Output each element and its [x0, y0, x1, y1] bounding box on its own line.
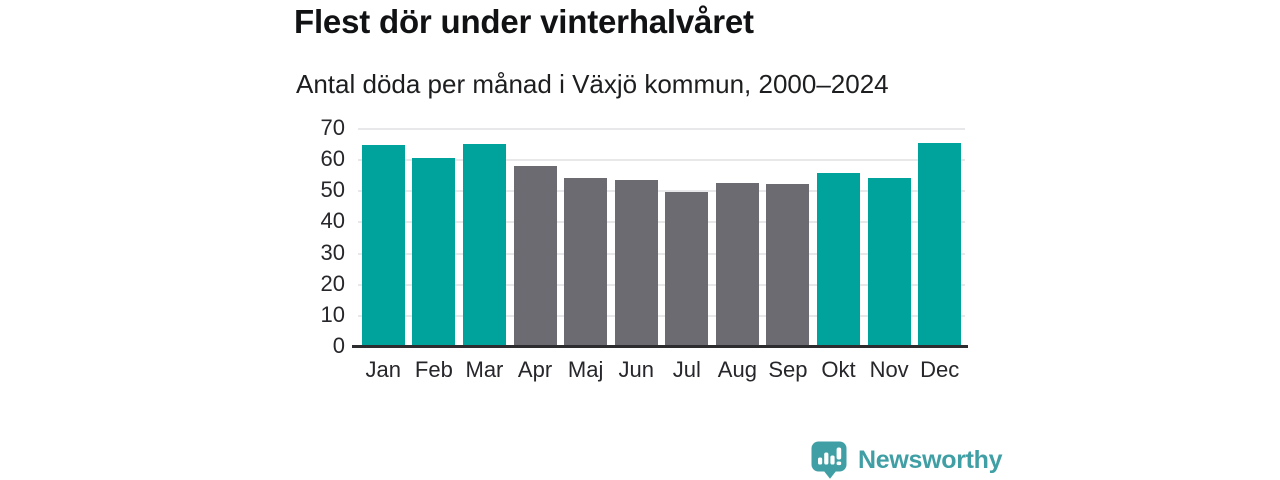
x-tick-label-jul: Jul	[672, 357, 701, 382]
y-tick-label-30: 30	[320, 239, 345, 265]
x-tick-label-sep: Sep	[768, 357, 808, 382]
gridline-60	[358, 159, 965, 162]
newsworthy-speech-bubble-chart-icon	[811, 441, 847, 479]
gridline-40	[358, 221, 965, 224]
gridline-10	[358, 314, 965, 317]
chart-title: Flest dör under vinterhalvåret	[294, 3, 754, 40]
y-tick-label-60: 60	[320, 146, 345, 172]
bar-jul	[665, 192, 709, 346]
y-tick-label-0: 0	[332, 333, 345, 358]
y-tick-label-40: 40	[320, 208, 345, 234]
chart-subtitle: Antal döda per månad i Växjö kommun, 200…	[296, 69, 889, 99]
x-tick-label-jun: Jun	[618, 357, 654, 382]
bar-nov	[867, 178, 911, 346]
y-tick-label-70: 70	[320, 115, 345, 140]
bar-maj	[564, 177, 608, 346]
x-tick-label-okt: Okt	[821, 357, 856, 382]
x-tick-label-maj: Maj	[567, 357, 604, 382]
x-tick-label-mar: Mar	[465, 357, 504, 382]
newsworthy-logo-text: Newsworthy	[858, 445, 1003, 474]
x-tick-label-aug: Aug	[717, 357, 757, 382]
x-tick-label-jan: Jan	[365, 357, 402, 382]
bar-apr	[513, 165, 557, 346]
bar-feb	[412, 158, 456, 346]
newsworthy-logo: Newsworthy	[811, 441, 1003, 479]
x-tick-label-nov: Nov	[869, 357, 909, 382]
bar-jan	[361, 144, 405, 346]
x-tick-label-feb: Feb	[414, 357, 453, 382]
gridline-70	[358, 128, 965, 130]
gridline-30	[358, 252, 965, 255]
plot-area	[358, 128, 965, 346]
bar-sep	[766, 184, 810, 346]
bar-jun	[614, 179, 658, 346]
x-tick-label-apr: Apr	[517, 357, 553, 382]
bar-dec	[918, 142, 962, 346]
bar-mar	[462, 143, 506, 346]
y-tick-label-20: 20	[320, 270, 345, 296]
bar-aug	[715, 182, 759, 346]
gridline-20	[358, 283, 965, 286]
y-tick-label-10: 10	[320, 301, 345, 327]
y-tick-label-50: 50	[320, 177, 345, 203]
bar-okt	[817, 173, 861, 346]
x-tick-label-dec: Dec	[920, 357, 960, 382]
x-axis-line	[352, 345, 968, 348]
gridline-50	[358, 190, 965, 193]
